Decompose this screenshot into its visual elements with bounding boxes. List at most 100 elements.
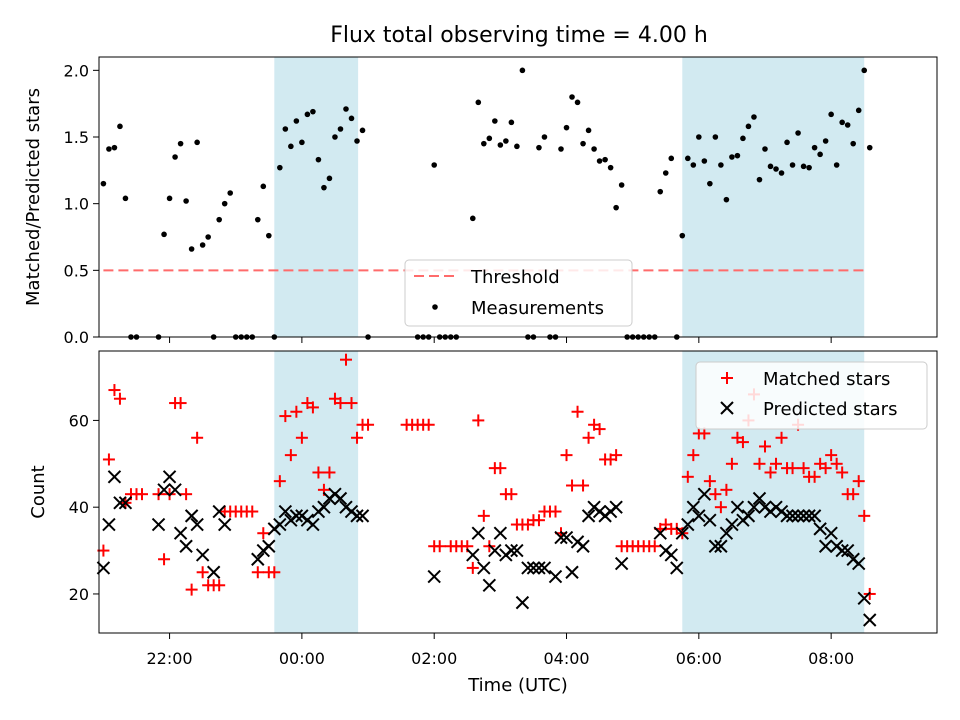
matched-star-marker: [174, 397, 187, 410]
predicted-star-marker: [548, 569, 563, 584]
matched-star-marker: [113, 392, 126, 405]
y-tick-label: 2.0: [64, 61, 89, 80]
bottom-x-ticks: 22:00 00:00 02:00 04:00 06:00 08:00: [147, 633, 854, 668]
measurement-point: [866, 144, 873, 151]
predicted-star-marker: [725, 517, 739, 532]
measurement-point: [541, 134, 548, 140]
matched-star-marker: [648, 540, 661, 553]
matched-star-marker: [102, 453, 115, 466]
predicted-star-marker: [780, 509, 794, 523]
measurement-point: [712, 134, 719, 140]
measurement-point: [800, 163, 807, 170]
measurement-point: [315, 156, 322, 163]
predicted-star-marker: [206, 565, 221, 579]
predicted-star-marker: [510, 543, 524, 558]
top-legend: Threshold Measurements: [404, 259, 633, 327]
legend-threshold-label: Threshold: [470, 267, 560, 288]
matched-star-marker: [549, 505, 562, 518]
matched-star-marker: [477, 509, 490, 522]
measurement-point: [122, 195, 129, 202]
predicted-star-marker: [807, 509, 822, 523]
matched-star-marker: [577, 479, 590, 492]
predicted-star-marker: [813, 522, 827, 536]
predicted-star-marker: [262, 539, 276, 553]
predicted-star-marker: [719, 526, 734, 540]
measurement-point: [855, 107, 862, 114]
measurement-point: [596, 158, 603, 164]
predicted-star-marker: [195, 548, 210, 562]
predicted-star-marker: [835, 543, 849, 558]
measurement-point: [161, 231, 167, 238]
predicted-star-marker: [504, 543, 519, 558]
predicted-star-marker: [681, 517, 695, 532]
predicted-star-marker: [162, 470, 177, 484]
predicted-star-marker: [289, 509, 304, 523]
matched-star-marker: [334, 397, 347, 410]
measurement-point: [486, 135, 493, 142]
predicted-star-marker: [278, 504, 293, 519]
predicted-star-marker: [818, 539, 833, 553]
y-tick-label: 1.0: [64, 195, 89, 214]
predicted-star-marker: [173, 526, 188, 540]
predicted-star-marker: [802, 509, 816, 523]
measurement-point: [762, 146, 768, 152]
matched-star-marker: [472, 414, 485, 427]
measurement-point: [475, 99, 482, 106]
x-tick-label: 22:00: [147, 649, 193, 668]
measurement-point: [618, 182, 625, 188]
matched-star-marker: [108, 384, 121, 397]
measurement-point: [861, 67, 868, 74]
measurement-point: [205, 234, 211, 240]
matched-star-marker: [362, 418, 375, 431]
matched-star-marker: [681, 470, 694, 483]
measurement-point: [194, 139, 200, 146]
matched-star-marker: [257, 527, 270, 540]
predicted-star-marker: [785, 509, 800, 523]
shaded-band-0: [274, 57, 359, 337]
predicted-star-marker: [179, 539, 193, 553]
measurement-point: [773, 166, 779, 172]
predicted-star-marker: [581, 509, 596, 523]
predicted-star-marker: [212, 504, 226, 519]
top-y-ticks: 0.0 0.5 1.0 1.5 2.0: [64, 61, 99, 347]
bottom-legend-box: [695, 361, 928, 430]
predicted-star-marker: [471, 526, 486, 540]
matched-star-marker: [753, 457, 766, 470]
matched-star-marker: [593, 423, 606, 436]
measurement-point: [199, 242, 206, 248]
predicted-star-marker: [664, 548, 678, 562]
measurement-point: [111, 144, 118, 151]
measurement-point: [822, 138, 829, 144]
matched-star-marker: [830, 457, 843, 470]
legend-matched-label: Matched stars: [763, 369, 890, 390]
x-tick-label: 00:00: [279, 649, 325, 668]
measurement-point: [585, 127, 592, 134]
measurement-point: [569, 94, 575, 100]
shaded-band-0: [274, 351, 359, 633]
y-tick-label: 0.0: [64, 328, 89, 347]
measurement-point: [795, 130, 801, 136]
top-plot-frame: [98, 56, 938, 338]
measurement-point: [828, 111, 834, 118]
predicted-star-marker: [863, 613, 877, 627]
top-y-axis-label: Matched/Predicted stars: [23, 88, 44, 306]
measurement-point: [337, 126, 344, 132]
measurement-point: [343, 106, 349, 112]
predicted-star-marker: [565, 565, 579, 579]
matched-star-marker: [703, 475, 716, 488]
matched-star-marker: [185, 583, 198, 596]
measurement-point: [558, 146, 564, 152]
measurement-point: [266, 232, 272, 239]
predicted-star-marker: [107, 470, 122, 484]
measurement-point: [497, 142, 504, 148]
measurement-point: [602, 156, 608, 163]
measurement-point: [850, 140, 856, 147]
matched-star-marker: [306, 401, 319, 414]
measurement-point: [844, 122, 851, 128]
matched-star-marker: [610, 449, 623, 462]
measurement-point: [508, 119, 515, 126]
matched-star-marker: [339, 353, 352, 366]
predicted-star-marker: [427, 569, 441, 584]
measurement-point: [183, 198, 189, 204]
measurement-point: [679, 232, 686, 239]
